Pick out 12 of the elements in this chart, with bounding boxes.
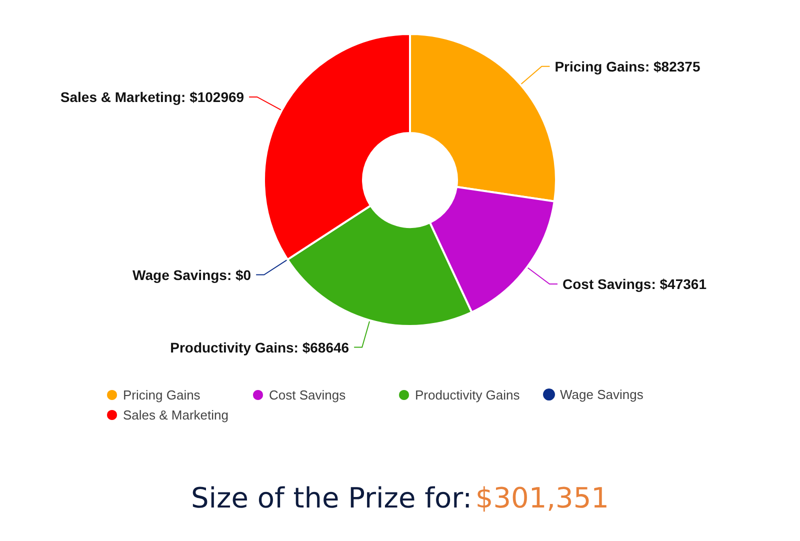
data-label: Sales & Marketing: $102969 <box>60 88 244 105</box>
data-label: Productivity Gains: $68646 <box>170 339 350 356</box>
legend-label: Wage Savings <box>560 387 644 402</box>
data-label: Pricing Gains: $82375 <box>554 58 700 74</box>
text: Size of the Prize for: <box>191 482 472 514</box>
legend-label: Pricing Gains <box>123 388 201 402</box>
text: $301,351 <box>475 482 610 514</box>
legend-label: Cost Savings <box>269 388 346 402</box>
legend-label: Sales & Marketing <box>123 408 228 422</box>
data-label: Cost Savings: $47361 <box>562 276 707 292</box>
text: Wage Savings: $0 <box>132 266 252 283</box>
legend-label: Productivity Gains <box>415 388 520 402</box>
